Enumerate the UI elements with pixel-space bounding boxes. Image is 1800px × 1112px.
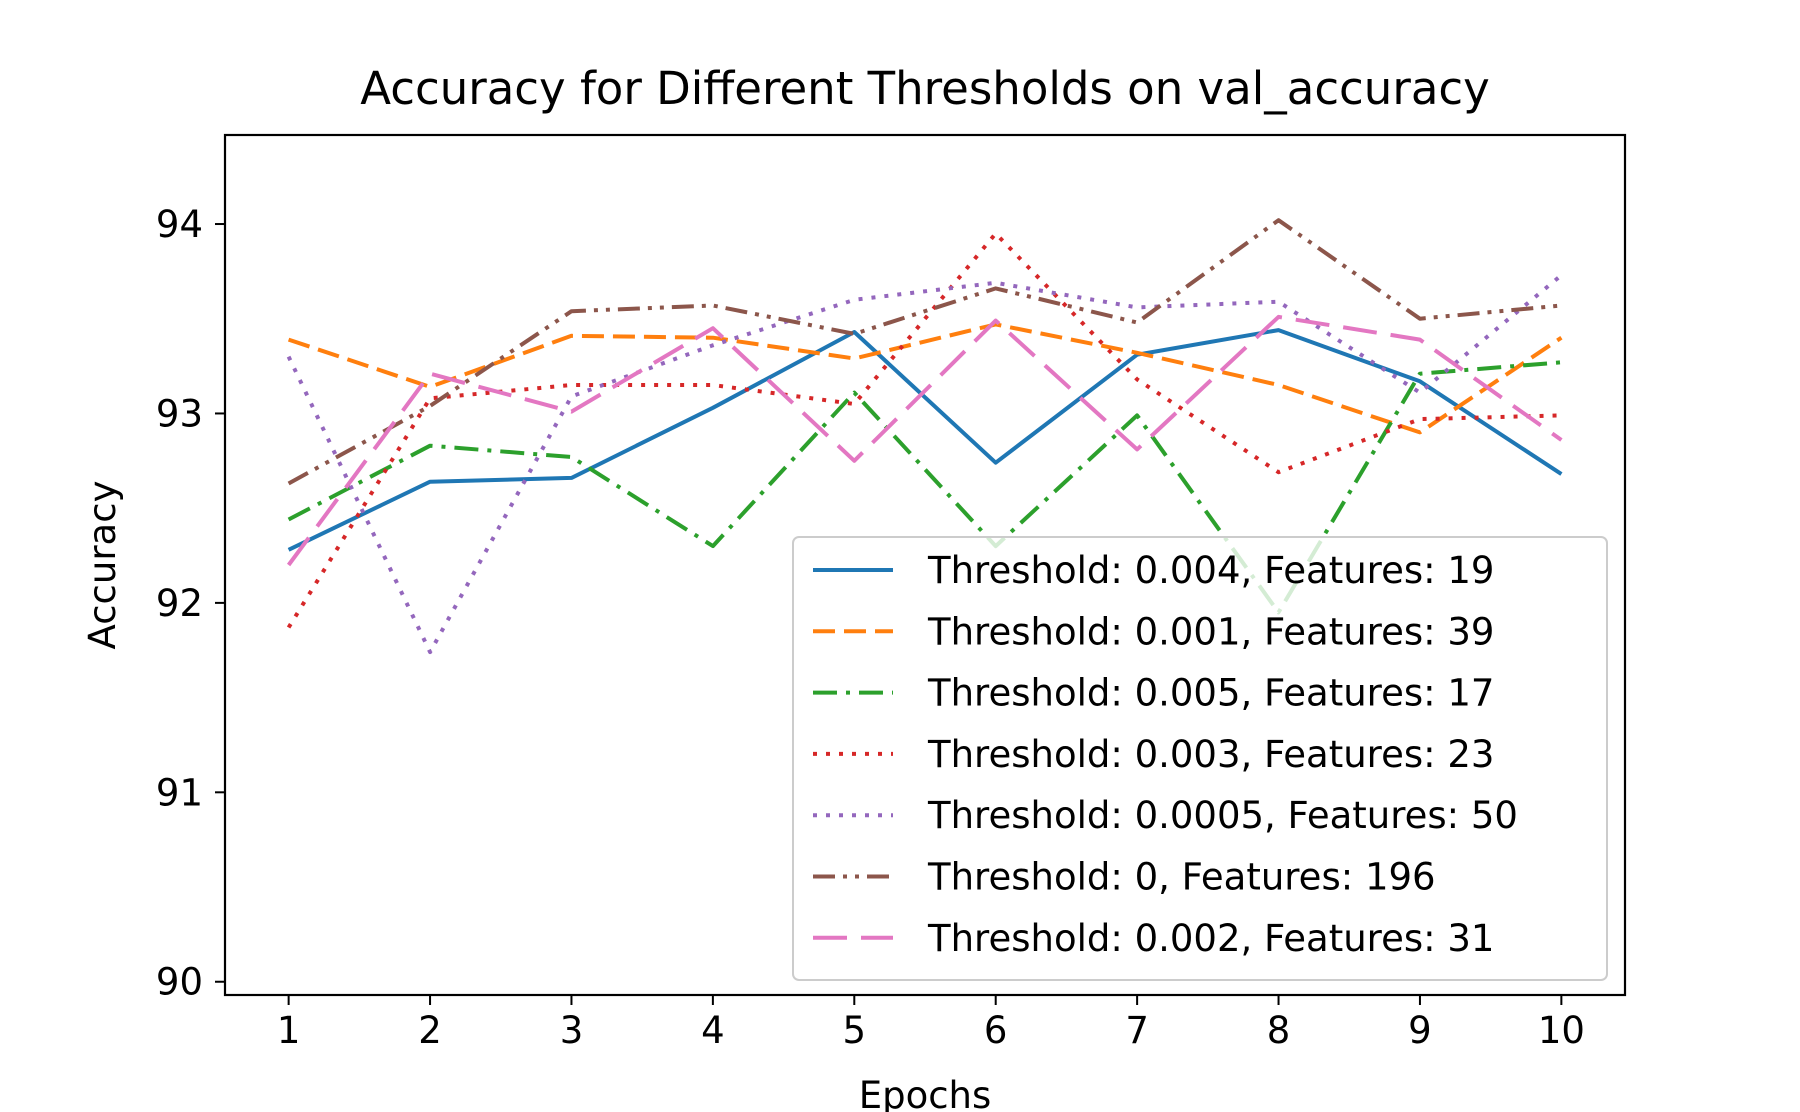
y-axis-ticks: 90 91 92 93 94 — [156, 203, 225, 1004]
chart-title: Accuracy for Different Thresholds on val… — [360, 62, 1490, 115]
series-line-7 — [286, 314, 1563, 567]
legend-box — [792, 536, 1608, 981]
x-tick-label: 3 — [560, 1009, 584, 1052]
series-line-2 — [287, 322, 1563, 435]
x-tick-label: 10 — [1538, 1009, 1585, 1052]
x-tick-label: 6 — [984, 1009, 1008, 1052]
x-tick-label: 8 — [1267, 1009, 1291, 1052]
x-axis-ticks: 1 2 3 4 5 6 7 8 9 10 — [277, 995, 1585, 1052]
y-tick-label: 91 — [156, 771, 203, 814]
y-tick-label: 90 — [156, 961, 203, 1004]
legend-label-threshold-0-004-features-19: Threshold: 0.004, Features: 19 — [927, 549, 1494, 592]
legend-label-threshold-0-003-features-23: Threshold: 0.003, Features: 23 — [927, 733, 1494, 776]
series-line-6 — [287, 218, 1562, 486]
y-axis-label: Accuracy — [81, 481, 124, 650]
x-axis-label: Epochs — [859, 1074, 992, 1112]
x-tick-label: 7 — [1125, 1009, 1149, 1052]
legend-label-threshold-0-005-features-17: Threshold: 0.005, Features: 17 — [927, 672, 1494, 715]
y-tick-label: 93 — [156, 392, 203, 435]
x-tick-label: 1 — [277, 1009, 301, 1052]
legend-label-threshold-0-002-features-31: Threshold: 0.002, Features: 31 — [927, 917, 1494, 960]
legend: Threshold: 0.004, Features: 19 Threshold:… — [792, 536, 1608, 981]
legend-label-threshold-0-0005-features-50: Threshold: 0.0005, Features: 50 — [927, 794, 1518, 837]
y-tick-label: 94 — [156, 203, 203, 246]
series-line-5 — [286, 273, 1563, 655]
plot-frame — [223, 133, 1627, 997]
x-tick-label: 2 — [418, 1009, 442, 1052]
y-tick-label: 92 — [156, 582, 203, 625]
x-tick-label: 9 — [1408, 1009, 1432, 1052]
series-line-3 — [287, 360, 1562, 615]
x-tick-label: 5 — [843, 1009, 867, 1052]
plot-lines — [286, 218, 1563, 655]
legend-label-threshold-0-001-features-39: Threshold: 0.001, Features: 39 — [927, 610, 1494, 653]
x-tick-label: 4 — [701, 1009, 725, 1052]
legend-label-threshold-0-features-196: Threshold: 0, Features: 196 — [927, 856, 1436, 899]
series-line-1 — [287, 328, 1563, 552]
